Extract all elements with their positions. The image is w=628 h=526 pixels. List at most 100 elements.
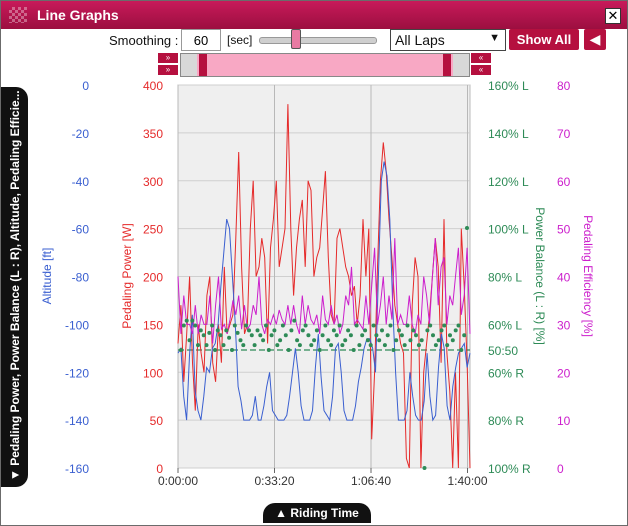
range-end-back-button[interactable]: « (471, 65, 491, 75)
balance-point (179, 348, 183, 352)
balance-point (247, 328, 251, 333)
title-bar[interactable]: Line Graphs ✕ (1, 1, 627, 29)
power-tick-label: 400 (143, 79, 163, 93)
altitude-tick-label: -140 (65, 414, 89, 428)
balance-point (442, 323, 447, 328)
range-start-back-button[interactable]: » (158, 65, 178, 75)
balance-point (238, 338, 243, 343)
balance-point (300, 328, 305, 333)
balance-point (348, 333, 353, 338)
balance-point (278, 338, 283, 343)
smoothing-label: Smoothing : (109, 33, 179, 48)
efficiency-tick-label: 30 (557, 318, 571, 332)
balance-point (204, 343, 209, 348)
balance-point (368, 343, 373, 348)
balance-point (448, 333, 452, 338)
balance-point (323, 323, 328, 328)
balance-point (252, 343, 257, 348)
balance-point (181, 323, 186, 328)
balance-point (184, 318, 189, 323)
balance-point (221, 343, 226, 348)
balance-point (190, 318, 195, 323)
balance-point (399, 333, 404, 338)
dropdown-arrow-icon: ▼ (489, 32, 500, 44)
power-tick-label: 100 (143, 366, 163, 380)
power-tick-label: 0 (156, 462, 163, 476)
efficiency-axis-title: Pedaling Efficiency [%] (581, 215, 595, 337)
balance-point (241, 343, 246, 348)
balance-point (303, 323, 308, 328)
balance-tick-label: 80% R (488, 414, 524, 428)
lap-select[interactable]: All Laps ▼ (390, 29, 506, 51)
balance-point (360, 333, 365, 338)
range-end-handle[interactable] (443, 54, 451, 76)
power-tick-label: 50 (150, 414, 164, 428)
show-all-button[interactable]: Show All (509, 29, 579, 50)
balance-point (280, 323, 285, 328)
balance-point (193, 323, 198, 328)
smoothing-slider-thumb[interactable] (291, 29, 301, 49)
altitude-tick-label: 0 (82, 79, 89, 93)
balance-point (340, 343, 345, 348)
range-start-handle[interactable] (199, 54, 207, 76)
smoothing-input[interactable] (181, 29, 221, 51)
balance-point (215, 328, 220, 333)
balance-point (380, 328, 384, 333)
balance-point (402, 343, 407, 348)
efficiency-tick-label: 70 (557, 127, 571, 141)
balance-tick-label: 100% L (488, 223, 529, 237)
balance-point (292, 318, 297, 323)
x-tick-label: 1:40:00 (447, 474, 487, 488)
time-range-bar[interactable] (180, 53, 470, 77)
balance-point (416, 343, 421, 348)
balance-point (201, 333, 206, 338)
balance-point (224, 328, 229, 333)
altitude-tick-label: -100 (65, 318, 89, 332)
balance-point (411, 328, 416, 333)
balance-tick-label: 120% L (488, 175, 529, 189)
close-button[interactable]: ✕ (605, 8, 621, 24)
riding-time-tab[interactable]: ▲ Riding Time (263, 503, 371, 523)
range-start-forward-button[interactable]: » (158, 53, 178, 63)
balance-point (334, 333, 339, 338)
balance-point (207, 330, 212, 335)
balance-point (450, 338, 455, 343)
series-selector-tab[interactable]: ▼ Pedaling Power, Power Balance (L : R),… (1, 87, 28, 487)
balance-point (261, 338, 266, 343)
balance-point (459, 348, 464, 352)
balance-point (414, 333, 418, 338)
altitude-tick-label: -80 (72, 271, 90, 285)
efficiency-tick-label: 80 (557, 79, 571, 93)
back-button[interactable]: ◀ (584, 29, 606, 50)
balance-tick-label: 140% L (488, 127, 529, 141)
balance-point (391, 348, 396, 352)
balance-point (235, 330, 240, 335)
balance-point (264, 323, 268, 328)
altitude-line (177, 161, 471, 422)
balance-point (266, 348, 271, 352)
range-scroll-right-icon[interactable] (453, 54, 469, 76)
range-scroll-left-icon[interactable] (181, 54, 197, 76)
balance-point (320, 333, 325, 338)
balance-point (408, 338, 413, 343)
balance-point (269, 333, 274, 338)
balance-point (213, 348, 217, 352)
altitude-tick-label: -160 (65, 462, 89, 476)
smoothing-slider[interactable] (259, 37, 377, 44)
balance-point (428, 323, 433, 328)
window-title: Line Graphs (37, 7, 119, 23)
balance-point (283, 333, 288, 338)
balance-point (465, 226, 469, 230)
balance-point (218, 333, 223, 338)
efficiency-tick-label: 20 (557, 366, 571, 380)
altitude-axis-title: Altitude [ft] (40, 248, 54, 305)
altitude-tick-label: -60 (72, 223, 90, 237)
balance-point (346, 328, 351, 333)
balance-point (363, 328, 368, 333)
balance-point (187, 338, 192, 343)
balance-point (388, 323, 393, 328)
balance-point (295, 338, 300, 343)
range-end-forward-button[interactable]: « (471, 53, 491, 63)
